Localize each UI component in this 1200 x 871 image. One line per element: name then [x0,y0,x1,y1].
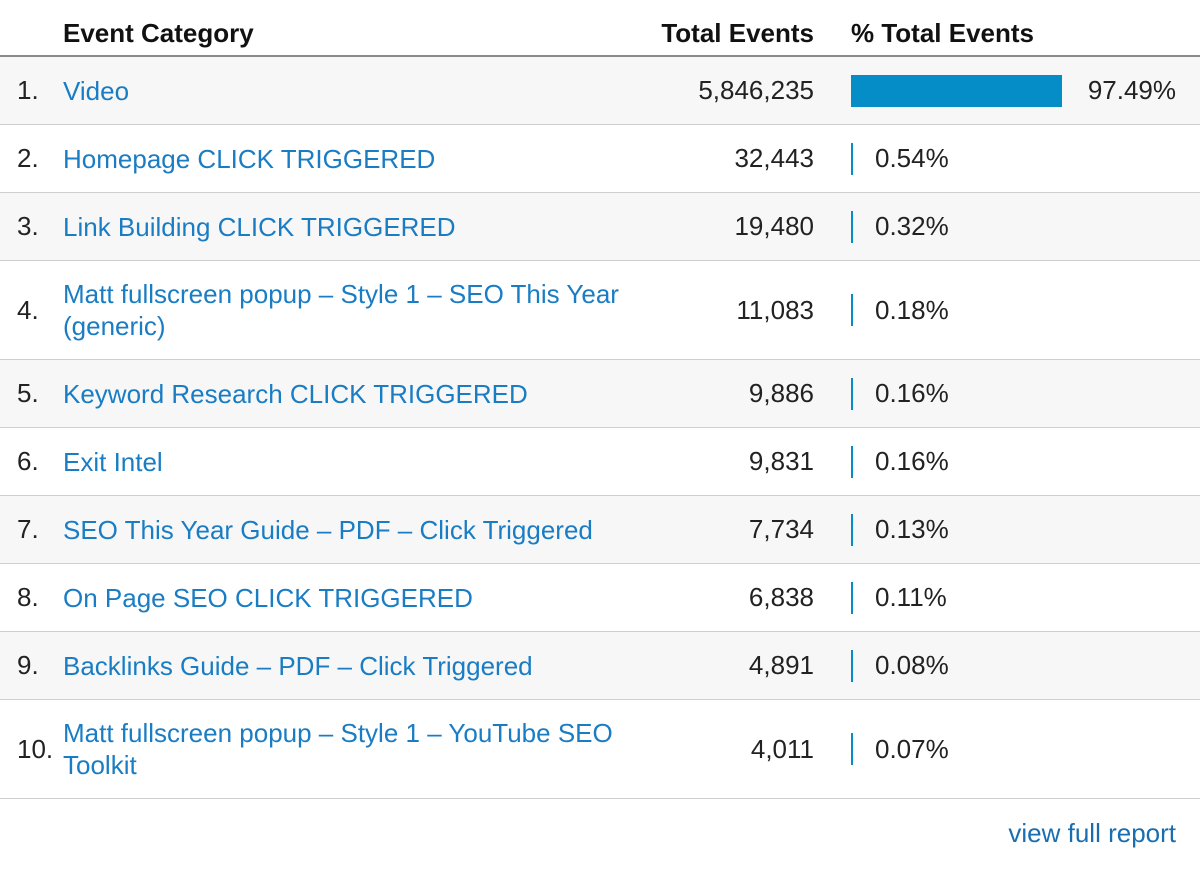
pct-bar-cell: 0.07% [851,700,1181,798]
total-events-value: 11,083 [736,294,814,325]
total-events-value: 9,831 [748,446,814,476]
pct-bar-cell: 0.16% [851,360,1181,427]
row-rank: 1. [17,75,39,105]
total-events-value: 32,443 [734,143,814,173]
table-row: 3. Link Building CLICK TRIGGERED 19,480 … [0,193,1200,261]
row-rank: 4. [17,294,39,325]
pct-value: 0.13% [875,514,949,544]
column-header-total-events[interactable]: Total Events [661,18,814,48]
pct-bar [851,733,853,765]
pct-value: 0.32% [875,211,949,241]
pct-value: 0.16% [875,378,949,408]
row-rank: 10. [17,733,54,764]
total-events-value: 19,480 [734,211,814,241]
pct-bar-cell: 0.18% [851,261,1181,359]
row-rank: 5. [17,378,39,408]
event-category-link[interactable]: SEO This Year Guide – PDF – Click Trigge… [63,514,593,545]
row-rank: 8. [17,582,39,612]
table-row: 7. SEO This Year Guide – PDF – Click Tri… [0,496,1200,564]
pct-bar [851,142,853,175]
total-events-value: 7,734 [748,514,814,544]
event-category-link[interactable]: On Page SEO CLICK TRIGGERED [63,582,473,613]
event-category-link[interactable]: Video [63,75,130,106]
table-row: 2. Homepage CLICK TRIGGERED 32,443 0.54% [0,125,1200,193]
pct-bar-cell: 0.13% [851,496,1181,563]
event-category-link[interactable]: Backlinks Guide – PDF – Click Triggered [63,650,533,681]
pct-bar-cell: 0.11% [851,564,1181,631]
row-rank: 9. [17,650,39,680]
pct-bar-cell: 0.32% [851,193,1181,260]
event-category-link[interactable]: Exit Intel [63,446,163,477]
total-events-value: 4,011 [750,733,814,764]
event-category-link[interactable]: Keyword Research CLICK TRIGGERED [63,378,528,409]
pct-bar-cell: 0.08% [851,632,1181,699]
table-body: 1. Video 5,846,235 97.49% 2. Homepage CL… [0,57,1200,799]
pct-bar [851,377,853,410]
column-header-pct-total-events[interactable]: % Total Events [851,18,1035,48]
pct-value: 0.54% [875,143,949,173]
total-events-value: 9,886 [748,378,814,408]
table-row: 1. Video 5,846,235 97.49% [0,57,1200,125]
table-row: 5. Keyword Research CLICK TRIGGERED 9,88… [0,360,1200,428]
pct-bar [851,649,853,682]
row-rank: 6. [17,446,39,476]
pct-bar [851,210,853,243]
event-category-link[interactable]: Matt fullscreen popup – Style 1 – YouTub… [63,718,613,780]
pct-bar [851,513,853,546]
pct-bar-cell: 0.16% [851,428,1181,495]
event-category-link[interactable]: Link Building CLICK TRIGGERED [63,211,456,242]
column-header-event-category[interactable]: Event Category [63,18,254,48]
pct-value: 0.08% [875,650,949,680]
pct-value: 97.49% [1087,75,1176,105]
view-full-report-link[interactable]: view full report [1008,818,1176,848]
pct-bar [851,581,853,614]
pct-bar [851,74,1062,107]
pct-value: 0.11% [875,582,947,612]
pct-bar [851,294,853,326]
event-category-link[interactable]: Homepage CLICK TRIGGERED [63,143,436,174]
pct-value: 0.16% [875,446,949,476]
table-header: Event Category Total Events % Total Even… [0,0,1200,57]
event-category-link[interactable]: Matt fullscreen popup – Style 1 – SEO Th… [63,279,619,341]
row-rank: 2. [17,143,39,173]
row-rank: 3. [17,211,39,241]
row-rank: 7. [17,514,39,544]
table-row: 10. Matt fullscreen popup – Style 1 – Yo… [0,700,1200,799]
pct-value: 0.18% [875,294,949,325]
total-events-value: 4,891 [748,650,814,680]
pct-bar [851,445,853,478]
table-row: 4. Matt fullscreen popup – Style 1 – SEO… [0,261,1200,360]
table-row: 6. Exit Intel 9,831 0.16% [0,428,1200,496]
total-events-value: 5,846,235 [698,75,814,105]
total-events-value: 6,838 [748,582,814,612]
table-row: 9. Backlinks Guide – PDF – Click Trigger… [0,632,1200,700]
pct-bar-cell: 97.49% [851,57,1181,124]
pct-value: 0.07% [875,733,949,764]
pct-bar-cell: 0.54% [851,125,1181,192]
table-row: 8. On Page SEO CLICK TRIGGERED 6,838 0.1… [0,564,1200,632]
